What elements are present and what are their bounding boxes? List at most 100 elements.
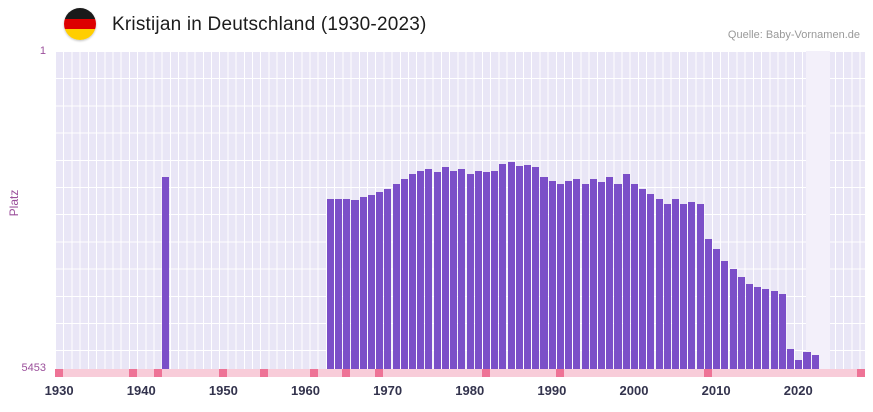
year-slot-2017 <box>770 51 778 369</box>
year-slot-1977 <box>441 51 449 369</box>
bar-1981[interactable] <box>474 171 482 369</box>
bar-2019[interactable] <box>787 349 795 369</box>
bar-2006[interactable] <box>680 204 688 369</box>
year-slot-1960 <box>302 51 310 369</box>
bar-2015[interactable] <box>754 287 762 369</box>
bar-1999[interactable] <box>622 174 630 369</box>
year-slot-1953 <box>244 51 252 369</box>
year-slot-1995 <box>589 51 597 369</box>
year-slot-1989 <box>540 51 548 369</box>
x-tick-1940: 1940 <box>126 383 156 398</box>
bar-1987[interactable] <box>524 165 532 369</box>
bar-2002[interactable] <box>647 194 655 369</box>
bar-1965[interactable] <box>343 199 351 369</box>
year-slot-1968 <box>367 51 375 369</box>
bar-1943[interactable] <box>162 176 170 369</box>
bar-1970[interactable] <box>384 189 392 369</box>
bar-1993[interactable] <box>573 179 581 369</box>
bar-2014[interactable] <box>745 284 754 369</box>
no-data-mark-1982 <box>482 369 491 377</box>
bar-1986[interactable] <box>515 166 523 369</box>
year-slot-2008 <box>696 51 704 369</box>
no-data-mark-1969 <box>375 369 384 377</box>
bar-1997[interactable] <box>606 176 614 369</box>
bar-1974[interactable] <box>417 171 425 369</box>
bar-2000[interactable] <box>630 183 638 369</box>
bar-1975[interactable] <box>425 169 433 369</box>
bar-1990[interactable] <box>548 181 556 369</box>
x-tick-2000: 2000 <box>619 383 649 398</box>
bar-1978[interactable] <box>450 171 458 369</box>
x-tick-1960: 1960 <box>291 383 320 398</box>
year-slot-1966 <box>351 51 359 369</box>
bar-2007[interactable] <box>688 202 696 369</box>
bar-1992[interactable] <box>565 181 573 369</box>
bar-2005[interactable] <box>671 199 680 369</box>
x-tick-1990: 1990 <box>537 383 567 398</box>
year-slot-1986 <box>515 51 523 369</box>
bar-2018[interactable] <box>778 294 786 369</box>
y-axis-title: Platz <box>7 189 21 217</box>
bar-2011[interactable] <box>721 260 729 369</box>
year-slot-2014 <box>745 51 754 369</box>
bar-2003[interactable] <box>655 199 663 369</box>
bar-2004[interactable] <box>663 204 671 369</box>
year-slot-1952 <box>236 51 244 369</box>
highlight-column <box>806 51 830 369</box>
bar-1996[interactable] <box>598 182 606 369</box>
bar-2008[interactable] <box>696 204 704 369</box>
bar-1967[interactable] <box>359 196 367 369</box>
bar-1991[interactable] <box>556 183 564 369</box>
bar-2021[interactable] <box>803 351 811 369</box>
bar-1998[interactable] <box>614 183 622 369</box>
year-slot-1959 <box>293 51 301 369</box>
bar-2013[interactable] <box>737 277 745 369</box>
year-slot-1981 <box>474 51 482 369</box>
bars-row <box>55 51 827 369</box>
bar-1976[interactable] <box>433 172 441 369</box>
year-slot-1970 <box>384 51 392 369</box>
year-slot-1965 <box>343 51 351 369</box>
bar-1980[interactable] <box>466 174 474 369</box>
year-slot-2013 <box>737 51 745 369</box>
bar-1964[interactable] <box>335 198 343 369</box>
year-slot-1971 <box>392 51 400 369</box>
bar-2010[interactable] <box>713 249 721 369</box>
year-slot-2002 <box>647 51 655 369</box>
bar-1988[interactable] <box>532 167 540 369</box>
bar-1968[interactable] <box>367 195 375 369</box>
bar-1966[interactable] <box>351 200 359 369</box>
bar-2012[interactable] <box>729 269 737 369</box>
bar-1977[interactable] <box>441 167 449 369</box>
plot-area <box>55 51 865 377</box>
bar-1994[interactable] <box>581 183 589 369</box>
bar-1973[interactable] <box>408 174 417 369</box>
bar-2017[interactable] <box>770 291 778 369</box>
bar-2022[interactable] <box>811 354 819 369</box>
year-slot-1935 <box>96 51 104 369</box>
year-slot-1939 <box>129 51 137 369</box>
year-slot-2001 <box>639 51 647 369</box>
bar-1984[interactable] <box>499 164 507 369</box>
year-slot-1976 <box>433 51 441 369</box>
bar-2001[interactable] <box>639 189 647 369</box>
year-slot-1962 <box>318 51 326 369</box>
year-slot-2005 <box>671 51 680 369</box>
bar-1979[interactable] <box>458 169 466 369</box>
bar-2016[interactable] <box>762 288 770 369</box>
bar-2009[interactable] <box>704 239 712 369</box>
bar-1963[interactable] <box>326 199 334 369</box>
year-slot-1936 <box>104 51 112 369</box>
year-slot-1964 <box>334 51 343 369</box>
bar-1983[interactable] <box>491 171 499 369</box>
bar-2020[interactable] <box>795 359 803 369</box>
bar-1989[interactable] <box>540 176 548 369</box>
year-slot-1949 <box>211 51 219 369</box>
bar-1971[interactable] <box>392 183 400 369</box>
bar-1969[interactable] <box>376 192 384 369</box>
bar-1995[interactable] <box>589 179 597 369</box>
bar-1982[interactable] <box>482 172 491 369</box>
year-slot-2009 <box>704 51 712 369</box>
bar-1985[interactable] <box>507 162 515 369</box>
bar-1972[interactable] <box>400 179 408 369</box>
